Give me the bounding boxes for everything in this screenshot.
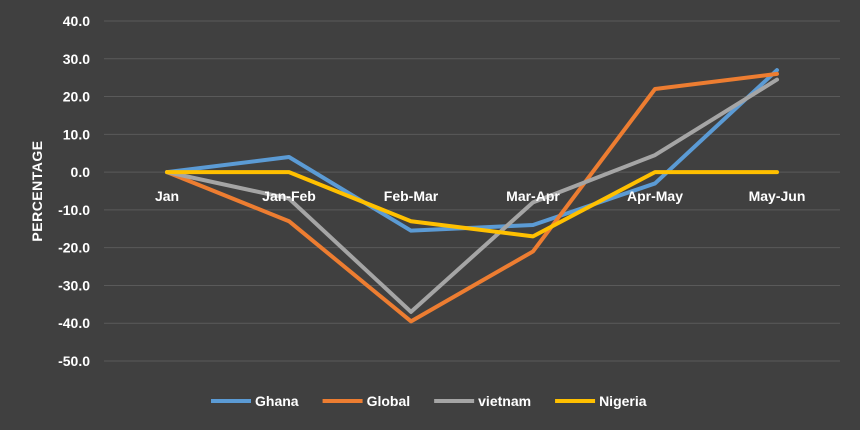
legend-item-vietnam: vietnam	[434, 393, 531, 409]
y-tick-label: 40.0	[63, 13, 90, 29]
x-tick-label: Apr-May	[627, 188, 683, 204]
x-tick-label: Feb-Mar	[384, 188, 439, 204]
y-tick-label: 30.0	[63, 51, 90, 67]
y-tick-label: 10.0	[63, 126, 90, 142]
y-tick-label: -40.0	[58, 315, 90, 331]
x-tick-label: May-Jun	[749, 188, 806, 204]
legend-label: Ghana	[255, 393, 299, 409]
x-axis-tick-labels: Jan Jan-Feb Feb-Mar Mar-Apr Apr-May May-Jun	[155, 188, 805, 204]
y-tick-label: -20.0	[58, 240, 90, 256]
legend-label: Global	[367, 393, 411, 409]
y-tick-label: -30.0	[58, 277, 90, 293]
series-line-global	[165, 71, 779, 324]
legend-label: vietnam	[478, 393, 531, 409]
series-line-nigeria	[165, 170, 779, 239]
legend-item-global: Global	[322, 393, 411, 409]
x-tick-label: Jan-Feb	[262, 188, 316, 204]
y-tick-label: 20.0	[63, 89, 90, 105]
series-line-vietnam	[165, 77, 779, 314]
legend-item-ghana: Ghana	[211, 393, 299, 409]
x-tick-label: Jan	[155, 188, 179, 204]
y-tick-label: -10.0	[58, 202, 90, 218]
legend-item-nigeria: Nigeria	[555, 393, 647, 409]
legend-label: Nigeria	[599, 393, 647, 409]
y-axis-tick-labels: 40.0 30.0 20.0 10.0 0.0 -10.0 -20.0 -30.0 -40.0 -…	[58, 13, 90, 369]
legend: Ghana Global vietnam Nigeria	[211, 393, 647, 409]
y-tick-label: -50.0	[58, 353, 90, 369]
series-line-ghana	[165, 68, 779, 233]
y-tick-label: 0.0	[71, 164, 91, 180]
y-axis-title: PERCENTAGE	[29, 140, 45, 241]
x-tick-label: Mar-Apr	[506, 188, 560, 204]
gridlines	[104, 20, 840, 362]
series-lines	[165, 68, 779, 324]
